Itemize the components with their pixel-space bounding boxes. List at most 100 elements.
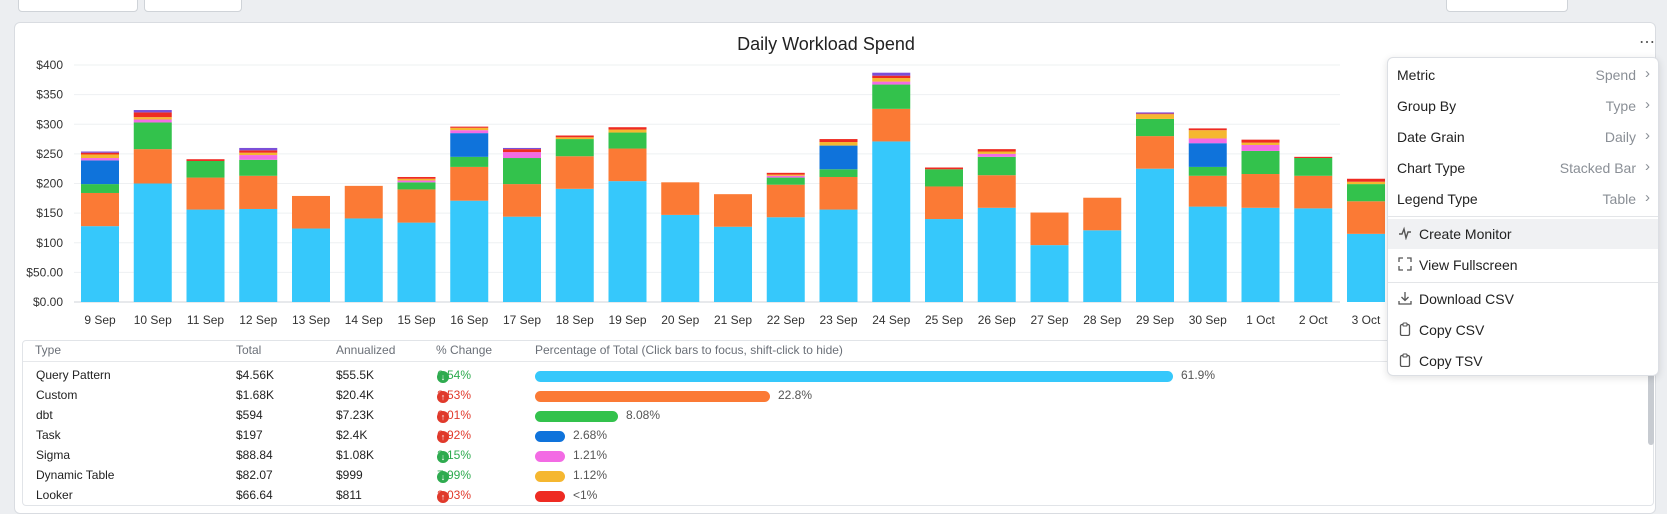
bar-segment[interactable]: [1347, 178, 1385, 182]
menu-item-chart-type[interactable]: Chart Type Stacked Bar ›: [1388, 153, 1658, 183]
bar-segment[interactable]: [397, 176, 436, 179]
bar-segment[interactable]: [397, 189, 436, 223]
date-range-button[interactable]: [18, 0, 138, 12]
menu-item-group-by[interactable]: Group By Type ›: [1388, 91, 1658, 121]
bar-segment[interactable]: [766, 217, 805, 302]
bar-segment[interactable]: [661, 182, 700, 215]
bar-segment[interactable]: [81, 158, 119, 161]
bar-segment[interactable]: [239, 152, 278, 156]
bar-segment[interactable]: [239, 175, 278, 209]
bar-segment[interactable]: [872, 75, 911, 79]
bar-segment[interactable]: [766, 175, 805, 178]
bar-segment[interactable]: [133, 117, 172, 120]
bar-segment[interactable]: [872, 72, 911, 76]
bar-segment[interactable]: [1294, 156, 1333, 159]
bar-segment[interactable]: [186, 159, 225, 161]
menu-item-legend-type[interactable]: Legend Type Table ›: [1388, 184, 1658, 214]
bar-segment[interactable]: [714, 194, 752, 227]
bar-segment[interactable]: [1188, 175, 1227, 207]
bar-segment[interactable]: [608, 129, 647, 133]
bar-segment[interactable]: [1136, 112, 1174, 114]
bar-segment[interactable]: [1347, 184, 1385, 202]
bar-segment[interactable]: [186, 177, 225, 210]
menu-item-date-grain[interactable]: Date Grain Daily ›: [1388, 122, 1658, 152]
bar-segment[interactable]: [1241, 139, 1280, 143]
bar-segment[interactable]: [133, 122, 172, 150]
bar-segment[interactable]: [1294, 175, 1333, 209]
legend-row[interactable]: Custom $1.68K $20.4K ↑ 2.53% 22.8%: [23, 385, 1623, 405]
bar-segment[interactable]: [977, 149, 1016, 152]
legend-row[interactable]: Dynamic Table $82.07 $999 ↓ 7.99% 1.12%: [23, 465, 1623, 485]
bar-segment[interactable]: [450, 166, 489, 201]
bar-segment[interactable]: [819, 169, 858, 177]
bar-segment[interactable]: [608, 181, 647, 302]
menu-item-metric[interactable]: Metric Spend ›: [1388, 60, 1658, 90]
bar-segment[interactable]: [819, 176, 858, 210]
bar-segment[interactable]: [503, 158, 541, 185]
bar-segment[interactable]: [450, 127, 489, 131]
bar-segment[interactable]: [397, 222, 436, 302]
bar-segment[interactable]: [292, 228, 330, 302]
bar-segment[interactable]: [81, 184, 119, 193]
bar-segment[interactable]: [555, 137, 594, 140]
menu-item-create-monitor[interactable]: Create Monitor: [1388, 219, 1658, 249]
bar-segment[interactable]: [925, 167, 963, 170]
legend-row[interactable]: dbt $594 $7.23K ↑ 6.01% 8.08%: [23, 405, 1623, 425]
legend-percent-bar[interactable]: [535, 391, 770, 402]
bar-segment[interactable]: [872, 81, 911, 85]
bar-segment[interactable]: [977, 156, 1016, 176]
bar-segment[interactable]: [555, 139, 594, 157]
bar-segment[interactable]: [450, 200, 489, 302]
bar-segment[interactable]: [766, 177, 805, 185]
bar-segment[interactable]: [503, 216, 541, 302]
bar-segment[interactable]: [766, 184, 805, 218]
bar-segment[interactable]: [1188, 128, 1227, 131]
bar-segment[interactable]: [872, 84, 911, 109]
bar-segment[interactable]: [81, 151, 119, 153]
bar-segment[interactable]: [608, 148, 647, 182]
legend-row[interactable]: Looker $66.64 $811 ↑ 2.03% <1%: [23, 485, 1623, 505]
bar-segment[interactable]: [925, 186, 963, 220]
bar-segment[interactable]: [133, 112, 172, 118]
bar-segment[interactable]: [397, 178, 436, 181]
bar-segment[interactable]: [239, 208, 278, 302]
legend-percent-bar[interactable]: [535, 451, 565, 462]
bar-segment[interactable]: [133, 149, 172, 184]
bar-segment[interactable]: [133, 183, 172, 303]
bar-segment[interactable]: [81, 154, 119, 159]
legend-percent-bar[interactable]: [535, 371, 1173, 382]
bar-segment[interactable]: [397, 182, 436, 190]
bar-segment[interactable]: [1136, 136, 1174, 169]
bar-segment[interactable]: [1030, 245, 1069, 302]
filter-button[interactable]: [144, 0, 242, 12]
bar-segment[interactable]: [503, 152, 541, 159]
bar-segment[interactable]: [1294, 158, 1333, 176]
legend-row[interactable]: Task $197 $2.4K ↑ 6.92% 2.68%: [23, 425, 1623, 445]
legend-percent-bar[interactable]: [535, 491, 565, 502]
bar-segment[interactable]: [872, 141, 911, 302]
bar-segment[interactable]: [397, 180, 436, 183]
bar-segment[interactable]: [239, 155, 278, 160]
bar-segment[interactable]: [133, 119, 172, 123]
bar-segment[interactable]: [81, 160, 119, 185]
bar-segment[interactable]: [503, 149, 541, 153]
legend-percent-bar[interactable]: [535, 431, 565, 442]
bar-segment[interactable]: [1347, 201, 1385, 234]
bar-segment[interactable]: [872, 78, 911, 82]
bar-segment[interactable]: [450, 126, 489, 128]
bar-segment[interactable]: [1136, 113, 1174, 115]
bar-segment[interactable]: [1083, 230, 1122, 302]
bar-segment[interactable]: [81, 226, 119, 302]
bar-segment[interactable]: [819, 142, 858, 146]
bar-segment[interactable]: [555, 188, 594, 302]
bar-segment[interactable]: [819, 139, 858, 143]
bar-segment[interactable]: [239, 159, 278, 176]
bar-segment[interactable]: [1188, 143, 1227, 167]
bar-segment[interactable]: [608, 127, 647, 130]
bar-segment[interactable]: [1241, 174, 1280, 208]
bar-segment[interactable]: [503, 184, 541, 217]
bar-segment[interactable]: [925, 219, 963, 302]
bar-segment[interactable]: [344, 185, 383, 219]
bar-segment[interactable]: [186, 209, 225, 302]
bar-segment[interactable]: [239, 150, 278, 153]
